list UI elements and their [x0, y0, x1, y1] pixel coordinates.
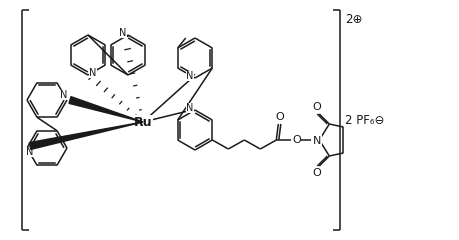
Text: N: N: [60, 90, 67, 100]
Text: Ru: Ru: [134, 115, 152, 128]
Text: O: O: [292, 135, 301, 145]
Text: N: N: [313, 136, 321, 146]
Text: O: O: [275, 112, 284, 122]
Text: N: N: [119, 28, 127, 38]
Text: 2⊕: 2⊕: [345, 13, 362, 26]
Polygon shape: [69, 97, 143, 122]
Text: N: N: [186, 103, 194, 113]
Text: O: O: [312, 168, 321, 178]
Text: N: N: [26, 147, 34, 157]
Text: O: O: [312, 102, 321, 112]
Polygon shape: [29, 122, 143, 150]
Text: N: N: [186, 71, 194, 81]
Text: N: N: [90, 68, 97, 78]
Text: 2 PF₆⊖: 2 PF₆⊖: [345, 114, 384, 126]
